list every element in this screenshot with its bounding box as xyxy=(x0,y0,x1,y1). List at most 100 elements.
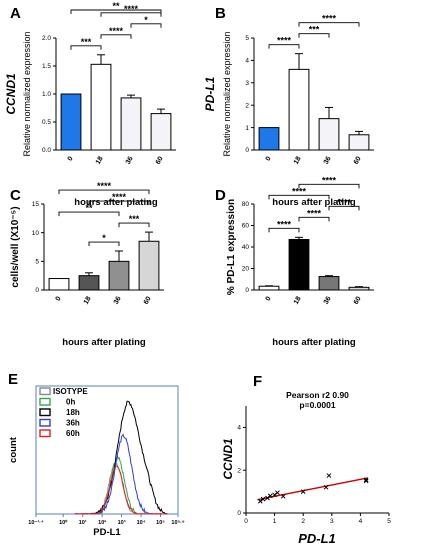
panel-a-letter: A xyxy=(10,5,21,22)
panel-e-histogram-60h xyxy=(74,465,168,515)
panel-e-x-axis-title: PD-L1 xyxy=(93,527,121,538)
panel-d-bar-0 xyxy=(258,285,280,291)
panel-f-y-tick-label: 0 xyxy=(237,510,241,517)
panel-e-x-tick-label: 10⁰ xyxy=(59,519,68,526)
panel-c-y-tick-label: 10 xyxy=(32,230,40,237)
panel-b-bar-0 xyxy=(258,127,280,151)
panel-d-significance-label: **** xyxy=(307,208,322,218)
panel-f-data-point xyxy=(265,495,270,501)
panel-c-x-axis-title: hours after plating xyxy=(62,337,146,348)
panel-d-significance-label: **** xyxy=(337,197,352,207)
panel-a-y-tick-label: 0.0 xyxy=(42,147,51,154)
panel-e-plot-frame xyxy=(35,385,179,515)
panel-d-category-label: 0 xyxy=(265,295,273,302)
panel-f-p-value-label: p=0.0001 xyxy=(299,400,335,410)
panel-c-significance-bracket xyxy=(118,222,150,228)
panel-a-significance-bracket xyxy=(100,12,162,17)
panel-d-category-label: 60 xyxy=(353,295,363,305)
panel-b-bar-18 xyxy=(288,68,310,151)
panel-f-x-axis-title: PD-L1 xyxy=(298,531,336,546)
panel-f-pearson-label: Pearson r2 0.90 xyxy=(286,390,349,400)
panel-b-x-axis-title: hours after plating xyxy=(272,197,356,208)
panel-c-bar-36 xyxy=(108,260,130,291)
panel-c-significance-label: *** xyxy=(129,214,140,224)
panel-d-y-tick-label: 0 xyxy=(245,287,249,294)
panel-c-bar-60 xyxy=(138,240,160,291)
panel-d-y-tick-label: 80 xyxy=(242,201,250,208)
panel-c-category-label: 60 xyxy=(143,295,153,305)
panel-f-x-tick-label: 2 xyxy=(301,518,305,525)
panel-d-significance-label: **** xyxy=(277,219,292,229)
panel-f-data-point xyxy=(363,477,369,483)
panel-e-legend-swatch xyxy=(39,397,51,406)
panel-b-category-label: 36 xyxy=(323,155,333,165)
panel-e-x-tick-label: 10⁵ xyxy=(156,520,165,526)
panel-d-category-label: 36 xyxy=(323,295,333,305)
panel-a-y-tick-label: 1.5 xyxy=(42,63,51,70)
panel-e-x-tick-label: 10² xyxy=(98,519,106,526)
panel-a-category-label: 60 xyxy=(155,155,165,165)
panel-a-category-label: 18 xyxy=(95,155,105,165)
panel-d-bar-60 xyxy=(348,286,370,291)
panel-b-significance-bracket xyxy=(298,22,360,27)
panel-f-data-point xyxy=(272,492,277,498)
panel-c-significance-bracket xyxy=(58,189,150,195)
panel-c-y-axis-label: cells/well (X10⁻⁵) xyxy=(10,206,21,287)
panel-a-category-label: 36 xyxy=(125,155,135,165)
panel-b-significance-bracket xyxy=(268,44,300,49)
panel-d-x-axis-title: hours after plating xyxy=(272,337,356,348)
panel-b-bar-60 xyxy=(348,134,370,151)
panel-c-category-label: 36 xyxy=(113,295,123,305)
panel-f-data-point xyxy=(260,496,266,502)
panel-d-bar-18 xyxy=(288,238,310,291)
panel-b-y-tick-label: 0 xyxy=(245,147,249,154)
panel-a-significance-label: * xyxy=(144,15,148,25)
panel-b-y-tick-label: 5 xyxy=(245,35,249,42)
panel-b-significance-label: **** xyxy=(322,14,337,24)
panel-f-x-tick-label: 4 xyxy=(359,518,363,525)
panel-a-x-axis-title: hours after plating xyxy=(74,197,158,208)
panel-b-y-axis-label: Relative normalized expression xyxy=(222,31,232,156)
panel-b-significance-label: **** xyxy=(277,36,292,46)
panel-a-significance-bracket xyxy=(100,34,132,39)
panel-a-significance-label: *** xyxy=(81,37,92,47)
panel-f-letter: F xyxy=(253,373,262,390)
panel-f-data-point xyxy=(275,490,280,496)
panel-e-legend-label: 18h xyxy=(66,408,80,417)
panel-f-data-point xyxy=(323,484,329,490)
panel-c-letter: C xyxy=(10,187,21,204)
panel-e-legend-swatch xyxy=(39,408,51,417)
panel-b-y-tick-label: 4 xyxy=(245,58,249,65)
panel-b-category-label: 0 xyxy=(265,155,273,162)
panel-d-y-tick-label: 20 xyxy=(242,266,250,273)
panel-f-data-point xyxy=(300,489,306,494)
panel-f-x-tick-label: 5 xyxy=(387,518,391,525)
panel-c-y-tick-label: 15 xyxy=(32,201,40,208)
panel-a-significance-bracket xyxy=(70,45,102,50)
panel-c-significance-bracket xyxy=(58,211,120,217)
panel-e-x-tick-label: 10¹ xyxy=(79,519,87,526)
panel-f-x-tick-label: 1 xyxy=(273,518,277,525)
panel-a-significance-bracket xyxy=(70,9,162,14)
panel-c-bar-0 xyxy=(48,278,70,291)
panel-a-category-label: 0 xyxy=(67,155,75,162)
panel-c-significance-bracket xyxy=(88,200,150,206)
panel-e-x-tick-label: 10⁴ xyxy=(137,520,146,526)
panel-e-x-tick-label: 10⁻¹·⁴ xyxy=(28,519,44,526)
panel-e-x-tick-label: 10⁵·⁹ xyxy=(171,520,185,526)
panel-e-legend-label: 0h xyxy=(66,398,75,407)
panel-a-y-tick-label: 2.0 xyxy=(42,35,51,42)
panel-a-bar-0 xyxy=(60,93,82,151)
panel-d-significance-bracket xyxy=(268,194,330,200)
panel-c-significance-bracket xyxy=(88,241,120,247)
panel-e-y-axis-label: count xyxy=(8,436,19,463)
panel-e-histogram-0h xyxy=(74,455,168,515)
panel-a-y-tick-label: 1.0 xyxy=(42,91,51,98)
panel-e-legend-label: ISOTYPE xyxy=(53,387,88,396)
panel-b-significance-bracket xyxy=(298,33,330,38)
panel-d-significance-bracket xyxy=(268,227,300,233)
panel-a-significance-label: **** xyxy=(124,4,139,14)
panel-d-y-tick-label: 60 xyxy=(242,223,250,230)
panel-b-bar-36 xyxy=(318,118,340,151)
